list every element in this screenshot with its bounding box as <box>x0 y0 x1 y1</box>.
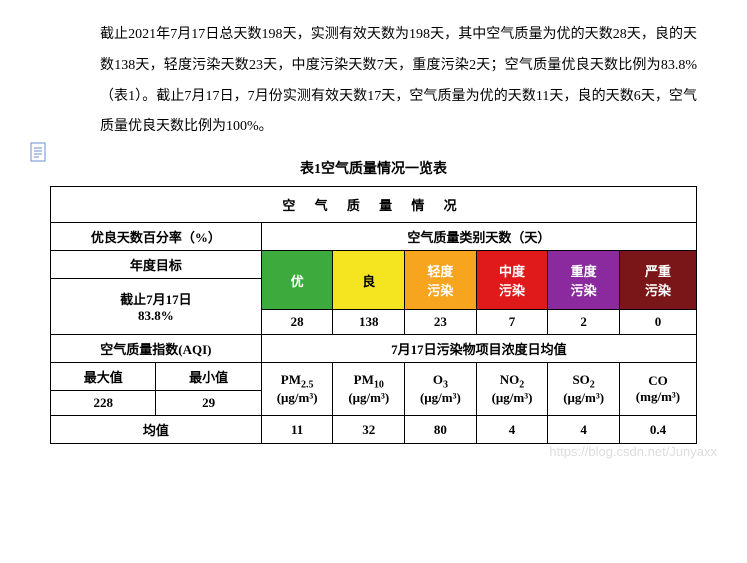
pollutant-no2: NO2(μg/m³) <box>476 363 548 416</box>
pollutant-pm25: PM2.5(μg/m³) <box>261 363 333 416</box>
days-good: 138 <box>333 310 405 335</box>
pollutant-header: 7月17日污染物项目浓度日均值 <box>261 335 696 363</box>
days-excellent: 28 <box>261 310 333 335</box>
table-caption: 表1空气质量情况一览表 <box>30 158 717 178</box>
pollutant-co: CO(mg/m³) <box>619 363 696 416</box>
cat-good: 良 <box>333 251 405 310</box>
pollutant-pm10: PM10(μg/m³) <box>333 363 405 416</box>
watermark: https://blog.csdn.net/Junyaxx <box>549 444 717 459</box>
cat-moderate: 中度污染 <box>476 251 548 310</box>
max-value: 228 <box>51 391 156 416</box>
summary-paragraph: 截止2021年7月17日总天数198天，实测有效天数为198天，其中空气质量为优… <box>100 20 697 143</box>
days-severe: 0 <box>619 310 696 335</box>
table-main-title: 空 气 质 量 情 况 <box>51 187 697 223</box>
cat-light: 轻度污染 <box>405 251 477 310</box>
category-days-header: 空气质量类别天数（天） <box>261 223 696 251</box>
pollutant-so2: SO2(μg/m³) <box>548 363 620 416</box>
val-pm25: 11 <box>261 416 333 444</box>
val-so2: 4 <box>548 416 620 444</box>
val-o3: 80 <box>405 416 477 444</box>
val-pm10: 32 <box>333 416 405 444</box>
max-label: 最大值 <box>51 363 156 391</box>
cutoff-cell: 截止7月17日 83.8% <box>51 279 262 335</box>
val-co: 0.4 <box>619 416 696 444</box>
cat-excellent: 优 <box>261 251 333 310</box>
pct-header: 优良天数百分率（%） <box>51 223 262 251</box>
aqi-header: 空气质量指数(AQI) <box>51 335 262 363</box>
avg-label: 均值 <box>51 416 262 444</box>
word-doc-icon <box>30 142 46 162</box>
year-target-label: 年度目标 <box>51 251 262 279</box>
val-no2: 4 <box>476 416 548 444</box>
min-label: 最小值 <box>156 363 261 391</box>
pollutant-o3: O3(μg/m³) <box>405 363 477 416</box>
days-heavy: 2 <box>548 310 620 335</box>
days-moderate: 7 <box>476 310 548 335</box>
cat-severe: 严重污染 <box>619 251 696 310</box>
air-quality-table: 空 气 质 量 情 况 优良天数百分率（%） 空气质量类别天数（天） 年度目标 … <box>50 186 697 444</box>
days-light: 23 <box>405 310 477 335</box>
cat-heavy: 重度污染 <box>548 251 620 310</box>
min-value: 29 <box>156 391 261 416</box>
